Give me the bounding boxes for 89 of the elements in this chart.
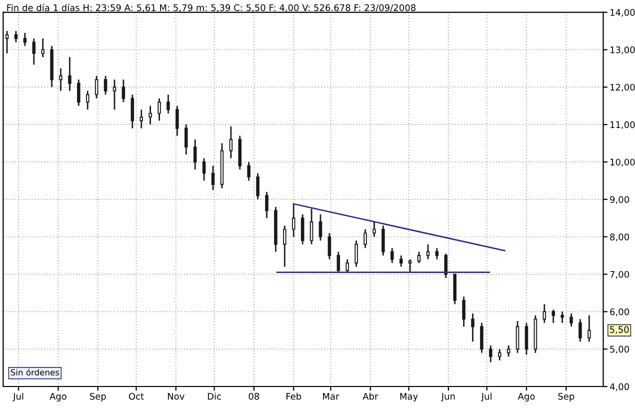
x-tick-label: Feb — [286, 392, 302, 400]
x-tick-label: Ago — [518, 393, 535, 402]
candlestick — [14, 30, 18, 43]
candlestick — [462, 296, 466, 328]
y-tick-label: 13,00 — [610, 46, 635, 54]
candlestick — [166, 94, 170, 114]
candlestick — [318, 214, 322, 242]
x-tick-label: 08 — [248, 392, 260, 400]
x-tick-label: Dic — [208, 392, 221, 400]
candlestick — [86, 90, 90, 110]
candlestick — [471, 312, 474, 342]
candlestick — [498, 348, 502, 362]
x-tick-label: Sep — [90, 392, 106, 402]
candlestick — [489, 344, 492, 363]
x-tick-label: Mar — [323, 393, 340, 400]
candlestick — [516, 320, 520, 354]
x-tick-label: May — [400, 393, 418, 402]
candlestick — [68, 56, 72, 92]
x-tick-label: Oct — [128, 392, 144, 400]
candlestick — [372, 221, 376, 238]
y-tick-label: 11,00 — [610, 121, 635, 130]
candlestick — [130, 94, 134, 129]
candlestick — [5, 30, 9, 54]
candlestick — [41, 38, 44, 58]
candlestick — [211, 165, 215, 191]
candlestick — [364, 228, 367, 249]
candlestick — [328, 232, 332, 260]
candlestick — [336, 251, 340, 274]
candlestick — [524, 322, 528, 356]
y-tick-label: 4,00 — [610, 383, 629, 391]
candlestick — [346, 258, 349, 274]
candlestick — [382, 224, 385, 256]
candlestick — [140, 108, 143, 129]
x-tick-label: Nov — [168, 393, 184, 400]
candlestick — [588, 314, 591, 342]
y-tick-label: 9,00 — [610, 196, 629, 204]
y-tick-label: 10,00 — [610, 158, 635, 166]
candlestick — [112, 78, 116, 110]
x-tick-label: Jun — [440, 393, 455, 402]
candlestick — [292, 203, 296, 238]
candlestick — [399, 254, 403, 268]
candlestick — [247, 161, 250, 182]
chart-title: Fin de día 1 días H: 23:59 A: 5,61 M: 5,79 m: 5,39 C: 5,50 F: 4,00 V: 526.678 F: 23/09/2008 — [7, 4, 416, 12]
x-tick-label: Sep — [558, 392, 574, 402]
candlestick — [256, 172, 260, 200]
candlestick — [176, 105, 179, 136]
x-tick-label: Jul — [480, 392, 492, 402]
candlestick — [23, 32, 27, 47]
candlestick — [570, 312, 573, 328]
candlestick — [560, 310, 564, 324]
candlestick — [578, 318, 582, 342]
candlestick — [94, 75, 98, 100]
candlestick — [202, 158, 206, 182]
candlestick — [390, 247, 394, 264]
y-tick-label: 6,00 — [610, 308, 629, 316]
candlestick — [354, 240, 358, 268]
candlestick — [300, 214, 304, 245]
y-tick-label: 8,00 — [610, 234, 629, 242]
y-tick-label: 12,00 — [610, 84, 635, 92]
candlestick — [122, 78, 126, 103]
candlestick — [229, 126, 233, 159]
candlestick — [59, 68, 62, 92]
candlestick — [542, 303, 546, 324]
x-tick-label: Abr — [362, 392, 378, 400]
candlestick — [506, 344, 510, 358]
annotation: 5,50 — [610, 326, 629, 334]
candlestick — [283, 224, 286, 268]
x-tick-label: Ago — [50, 393, 66, 402]
y-tick-label: 5,00 — [610, 346, 629, 354]
candlestick — [435, 247, 439, 260]
candlestick — [444, 252, 448, 279]
x-tick-label: Jul — [12, 392, 24, 402]
candlestick — [480, 322, 484, 354]
candlestick — [148, 105, 152, 126]
candlestick — [426, 244, 430, 260]
candlestick — [193, 138, 197, 170]
candlestick — [104, 75, 108, 96]
candlestick — [552, 309, 555, 324]
candlestick — [32, 38, 36, 66]
candlestick — [310, 208, 314, 245]
candlestick — [77, 78, 80, 107]
candlestick — [184, 124, 188, 156]
annotation: Sin órdenes — [10, 368, 60, 376]
candlestick — [265, 191, 268, 219]
candlestick — [158, 98, 161, 122]
y-tick-label: 14,00 — [610, 9, 635, 17]
y-tick-label: 7,00 — [610, 270, 629, 279]
candlestick — [408, 258, 412, 274]
candlestick — [417, 251, 421, 264]
